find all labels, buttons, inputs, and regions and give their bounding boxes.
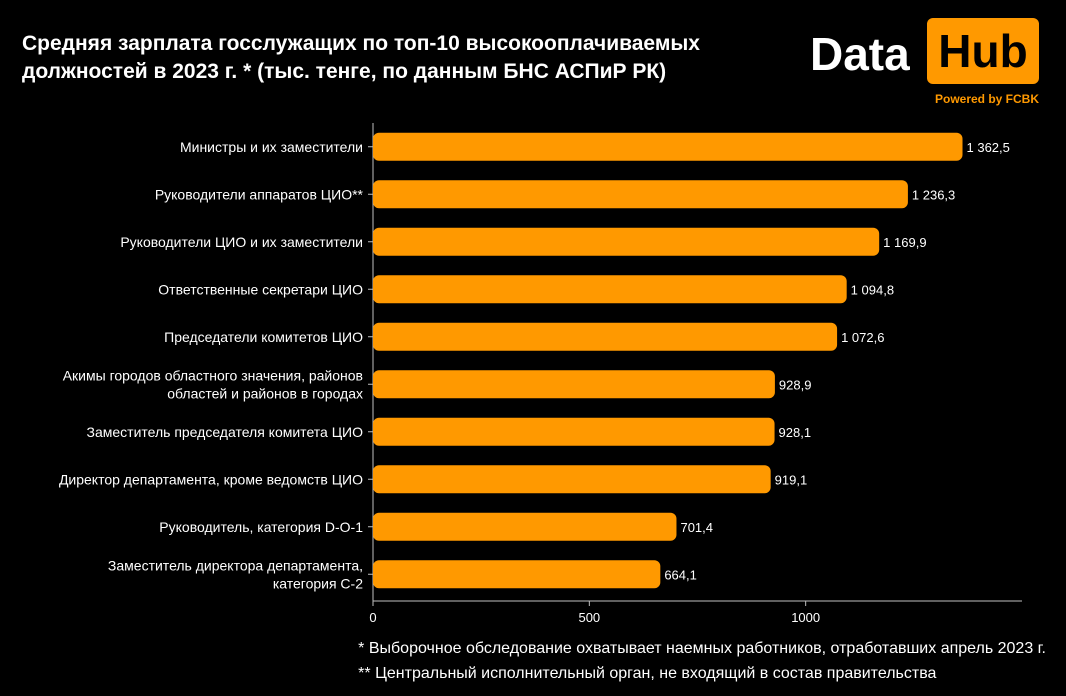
category-label: Заместитель председателя комитета ЦИО [87,424,364,440]
footnote-1: * Выборочное обследование охватывает нае… [358,640,1046,657]
category-label-line: областей и районов в городах [167,385,363,401]
category-label: Руководители ЦИО и их заместители [120,234,363,250]
footnote-2: ** Центральный исполнительный орган, не … [358,665,937,682]
value-label: 1 236,3 [912,187,955,202]
value-label: 928,9 [779,377,812,392]
category-label: Директор департамента, кроме ведомств ЦИ… [59,471,363,487]
bar [373,465,771,494]
value-label: 664,1 [664,567,697,582]
logo-hub-word: Hub [938,25,1028,77]
bar [373,132,963,161]
value-label: 919,1 [775,472,808,487]
x-tick-label: 1000 [791,610,820,625]
value-label: 928,1 [779,425,812,440]
category-label: Министры и их заместители [180,139,363,155]
logo-powered-by: Powered by FCBK [934,92,1039,106]
x-tick-label: 500 [578,610,600,625]
chart-title: Средняя зарплата госслужащих по топ-10 в… [22,32,700,83]
category-label-line: Акимы городов областного значения, район… [63,367,363,383]
value-label: 1 072,6 [841,330,884,345]
logo-data-word: Data [810,28,910,80]
category-label: Руководители аппаратов ЦИО** [155,186,364,202]
category-label-line: Заместитель директора департамента, [108,557,363,573]
bar [373,227,880,256]
x-tick-label: 0 [369,610,376,625]
value-label: 1 169,9 [883,235,926,250]
category-label-line: Председатели комитетов ЦИО [164,329,363,345]
category-label-line: Заместитель председателя комитета ЦИО [87,424,364,440]
logo-hub-box: Hub [927,18,1039,84]
category-label-line: Ответственные секретари ЦИО [158,281,363,297]
category-label: Акимы городов областного значения, район… [63,367,363,401]
category-label: Председатели комитетов ЦИО [164,329,363,345]
category-label-line: Руководители аппаратов ЦИО** [155,186,364,202]
category-label: Заместитель директора департамента, катег… [108,557,363,591]
bar [373,560,661,589]
bar [373,180,908,209]
category-label: Руководитель, категория D-O-1 [159,519,363,535]
category-label-line: Директор департамента, кроме ведомств ЦИ… [59,471,363,487]
bar [373,322,838,351]
footnotes: * Выборочное обследование охватывает нае… [358,636,1046,686]
bar [373,512,677,541]
datahub-logo: Data Hub Powered by FCBK [810,18,1045,110]
category-label-line: Руководители ЦИО и их заместители [120,234,363,250]
category-label: Ответственные секретари ЦИО [158,281,363,297]
bar [373,370,775,399]
value-label: 1 362,5 [967,140,1010,155]
category-label-line: Руководитель, категория D-O-1 [159,519,363,535]
bar [373,275,847,304]
value-label: 1 094,8 [851,282,894,297]
category-label-line: категория С-2 [273,575,363,591]
category-label-line: Министры и их заместители [180,139,363,155]
bar [373,417,775,446]
value-label: 701,4 [680,520,713,535]
